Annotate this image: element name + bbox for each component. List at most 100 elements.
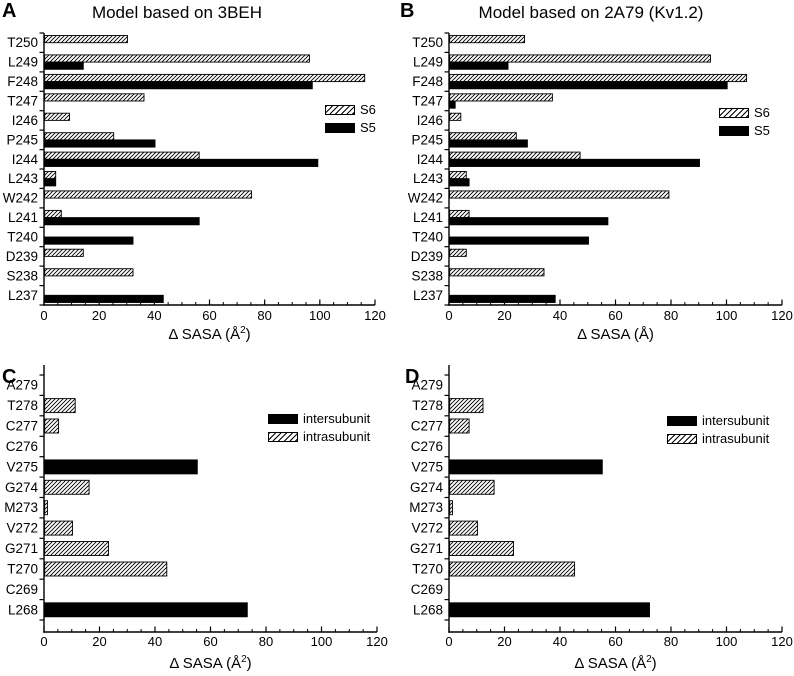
category-label-G274: G274	[5, 480, 39, 495]
x-axis-label-suffix: )	[245, 326, 251, 343]
bar-D239-S6	[44, 248, 84, 257]
bar-G274-intrasubunit	[44, 479, 90, 495]
x-tick-label: 40	[553, 634, 567, 649]
legend-label: intrasubunit	[303, 429, 371, 444]
bar-I244-S6	[449, 151, 581, 160]
x-tick-label: 60	[608, 308, 622, 323]
solid-swatch	[667, 415, 697, 426]
x-tick-label: 20	[92, 634, 106, 649]
x-tick-label: 120	[771, 634, 793, 649]
bar-L243-S6	[44, 171, 57, 180]
category-label-T247: T247	[7, 94, 38, 109]
bar-M273-intrasubunit	[44, 500, 48, 516]
category-label-S238: S238	[6, 268, 38, 283]
panel-c: C 0 20 40 60 80 100 120 A279 T278 C277 C276 V275 G27…	[0, 338, 397, 676]
category-label-G271: G271	[5, 541, 38, 556]
x-tick-label: 100	[716, 308, 738, 323]
category-label-G271: G271	[410, 541, 443, 556]
category-label-A279: A279	[411, 378, 443, 393]
bar-I246-S6	[449, 112, 462, 121]
legend-a: S6 S5	[325, 103, 376, 139]
category-label-L249: L249	[8, 55, 38, 70]
category-label-L237: L237	[8, 288, 38, 303]
x-axis-label-a: Δ SASA (Å2)	[44, 326, 375, 344]
category-label-T270: T270	[7, 562, 38, 577]
category-label-I246: I246	[417, 113, 443, 128]
category-label-P245: P245	[411, 132, 443, 147]
category-label-I244: I244	[417, 152, 444, 167]
x-tick-label: 0	[40, 634, 47, 649]
solid-swatch	[268, 413, 298, 424]
category-label-V272: V272	[411, 521, 443, 536]
legend-b: S6 S5	[719, 106, 770, 142]
bar-G271-intrasubunit	[449, 541, 514, 556]
bar-L241-S5	[449, 217, 609, 226]
bar-chart-c: 0 20 40 60 80 100 120 A279 T278 C277 C276 V275 G274 M…	[4, 365, 388, 649]
panel-letter-c: C	[2, 366, 17, 388]
bar-L243-S5	[449, 178, 470, 187]
x-axis-label-text: Δ SASA (Å	[168, 326, 241, 343]
category-label-T250: T250	[7, 35, 38, 50]
x-tick-label: 0	[445, 308, 452, 323]
legend-label: S5	[360, 120, 376, 135]
bar-P245-S6	[44, 132, 115, 141]
legend-item-intersubunit: intersubunit	[268, 412, 370, 425]
category-label-M273: M273	[4, 500, 38, 515]
x-axis-label-text: Δ SASA (Å	[169, 655, 242, 672]
x-axis-label-sup: 2	[241, 654, 247, 665]
x-axis-label-d: Δ SASA (Å2)	[449, 654, 782, 673]
bar-T247-S6	[449, 93, 553, 102]
category-label-V272: V272	[6, 521, 38, 536]
x-tick-label: 100	[309, 308, 331, 323]
category-label-L268: L268	[413, 602, 443, 617]
bar-G271-intrasubunit	[44, 541, 109, 556]
bar-V272-intrasubunit	[449, 520, 478, 536]
x-tick-label: 60	[203, 634, 217, 649]
bar-L268-intersubunit	[449, 602, 650, 618]
panel-a: A Model based on 3BEH 0 20 40 60 80 100 120 T25…	[0, 0, 397, 343]
legend-item-s5: S5	[719, 124, 770, 137]
bar-V275-intersubunit	[449, 459, 603, 475]
bar-S238-S6	[449, 268, 545, 277]
bar-P245-S5	[44, 139, 156, 148]
bar-T240-S5	[449, 236, 589, 245]
category-label-T270: T270	[412, 562, 443, 577]
category-label-G274: G274	[410, 480, 444, 495]
bar-T278-intrasubunit	[449, 398, 484, 414]
bar-I244-S5	[44, 158, 319, 167]
hatched-swatch	[719, 107, 749, 118]
bar-C277-intrasubunit	[449, 418, 470, 434]
bar-L268-intersubunit	[44, 602, 248, 618]
category-label-P245: P245	[6, 132, 38, 147]
bar-I244-S5	[449, 158, 700, 167]
bar-F248-S5	[449, 81, 728, 90]
x-tick-label: 60	[202, 308, 216, 323]
bar-L241-S6	[449, 209, 470, 219]
category-label-L268: L268	[8, 602, 38, 617]
x-axis-label-sup: 2	[646, 654, 652, 665]
bar-C277-intrasubunit	[44, 418, 60, 434]
bar-F248-S6	[449, 73, 748, 83]
legend-item-intrasubunit: intrasubunit	[667, 432, 769, 445]
bar-T240-S5	[44, 236, 134, 245]
bar-L243-S6	[449, 171, 467, 180]
bar-D239-S6	[449, 248, 467, 257]
category-label-T250: T250	[412, 35, 443, 50]
bar-chart-b: 0 20 40 60 80 100 120 T250 L249 F248 T247 I246 P245 I…	[408, 32, 793, 323]
x-tick-label: 40	[147, 308, 161, 323]
panel-title-b: Model based on 2A79 (Kv1.2)	[478, 3, 704, 22]
bar-L249-S5	[44, 61, 84, 70]
legend-item-s6: S6	[325, 103, 376, 116]
category-label-F248: F248	[412, 74, 443, 89]
category-label-S238: S238	[411, 268, 443, 283]
bar-chart-d: 0 20 40 60 80 100 120 A279 T278 C277 C276 V275 G274 M…	[409, 365, 793, 649]
bar-P245-S6	[449, 132, 517, 141]
x-tick-label: 80	[257, 308, 271, 323]
category-label-W242: W242	[408, 191, 443, 206]
bar-I244-S6	[44, 151, 200, 160]
category-label-L249: L249	[413, 55, 443, 70]
panel-letter-d: D	[405, 366, 420, 388]
panel-d: D 0 20 40 60 80 100 120 A279 T278 C277 C276 V275 G27…	[397, 338, 794, 676]
panel-title-a: Model based on 3BEH	[91, 3, 263, 22]
